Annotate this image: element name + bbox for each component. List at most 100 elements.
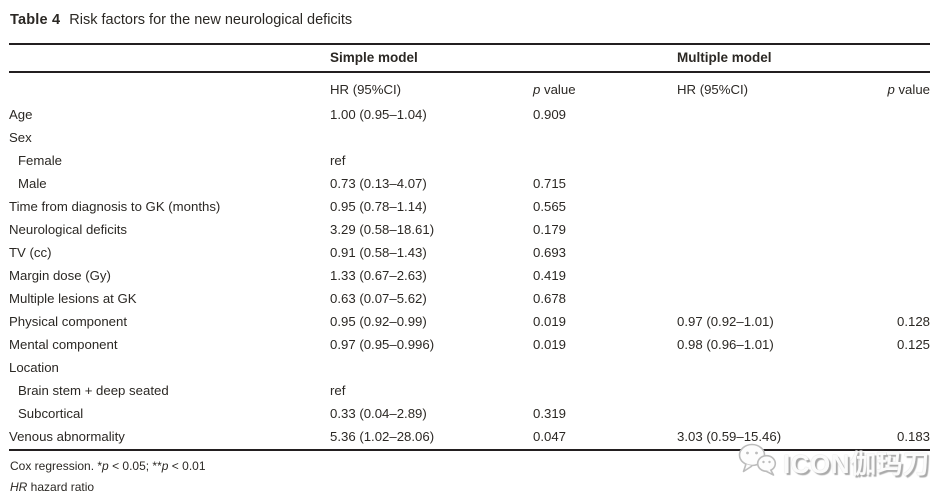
row-label: Multiple lesions at GK (9, 291, 137, 306)
simple-hr-header: HR (95%CI) (330, 82, 402, 97)
multiple-p-value: 0.125 (896, 337, 930, 352)
mid-rule (9, 71, 930, 73)
multiple-p-value (810, 126, 930, 149)
simple-p-value: 0.909 (533, 107, 567, 122)
row-label: TV (cc) (9, 245, 52, 260)
multiple-hr-value (677, 241, 810, 264)
table-row-time-from-diagnosis: Time from diagnosis to GK (months) 0.95 … (9, 195, 930, 218)
simple-hr-value: ref (330, 383, 346, 398)
footnote-hr-italic: HR (10, 480, 28, 494)
multiple-p-value (810, 264, 930, 287)
multiple-p-value (810, 379, 930, 402)
multiple-p-value: 0.183 (896, 429, 930, 444)
table-row-location: Location (9, 356, 930, 379)
table-row-male: Male 0.73 (0.13–4.07) 0.715 (9, 172, 930, 195)
bottom-rule (9, 449, 930, 451)
simple-p-value: 0.565 (533, 199, 567, 214)
multiple-p-header: p value (810, 76, 930, 104)
footnote-text: < 0.01 (168, 459, 206, 473)
multiple-p-value (810, 241, 930, 264)
simple-p-value (533, 126, 677, 149)
multiple-hr-value (677, 287, 810, 310)
table-row-margin-dose: Margin dose (Gy) 1.33 (0.67–2.63) 0.419 (9, 264, 930, 287)
simple-hr-value: ref (330, 153, 346, 168)
row-label: Location (9, 360, 59, 375)
simple-hr-value (330, 126, 533, 149)
empty-cell (533, 44, 677, 71)
table-row-subcortical: Subcortical 0.33 (0.04–2.89) 0.319 (9, 402, 930, 425)
footnote-hr-definition: HR hazard ratio (10, 478, 94, 497)
simple-p-value: 0.715 (533, 176, 567, 191)
multiple-hr-value (677, 402, 810, 425)
simple-hr-value: 0.63 (0.07–5.62) (330, 291, 427, 306)
simple-p-value: 0.693 (533, 245, 567, 260)
table-row-venous-abnormality: Venous abnormality 5.36 (1.02–28.06) 0.0… (9, 425, 930, 448)
footnote-text: Cox regression. * (10, 459, 103, 473)
simple-hr-value: 1.00 (0.95–1.04) (330, 107, 427, 122)
simple-p-value (533, 379, 677, 402)
top-rule (9, 43, 930, 45)
multiple-p-value (810, 356, 930, 379)
multiple-hr-value: 3.03 (0.59–15.46) (677, 429, 782, 444)
table-row-multiple-lesions: Multiple lesions at GK 0.63 (0.07–5.62) … (9, 287, 930, 310)
footnote-text: hazard ratio (27, 480, 95, 494)
multiple-p-value (810, 287, 930, 310)
multiple-p-value (810, 103, 930, 126)
simple-hr-value: 5.36 (1.02–28.06) (330, 429, 435, 444)
row-label: Subcortical (18, 406, 84, 421)
multiple-hr-value (677, 172, 810, 195)
multiple-hr-value (677, 356, 810, 379)
table-row-age: Age 1.00 (0.95–1.04) 0.909 (9, 103, 930, 126)
simple-hr-value: 0.95 (0.78–1.14) (330, 199, 427, 214)
multiple-p-value: 0.128 (896, 314, 930, 329)
row-label: Margin dose (Gy) (9, 268, 111, 283)
simple-hr-value: 0.97 (0.95–0.996) (330, 337, 435, 352)
empty-cell (9, 44, 330, 71)
row-label: Sex (9, 130, 32, 145)
multiple-hr-value (677, 103, 810, 126)
footnote-p-italic: p (161, 459, 169, 473)
multiple-model-header: Multiple model (677, 50, 772, 65)
row-label: Mental component (9, 337, 118, 352)
row-label: Time from diagnosis to GK (months) (9, 199, 221, 214)
table-caption-text: Risk factors for the new neurological de… (69, 12, 353, 28)
simple-p-value: 0.019 (533, 314, 567, 329)
row-label: Brain stem + deep seated (18, 383, 169, 398)
simple-hr-value: 0.91 (0.58–1.43) (330, 245, 427, 260)
simple-model-header: Simple model (330, 50, 418, 65)
table-row-neurological-deficits: Neurological deficits 3.29 (0.58–18.61) … (9, 218, 930, 241)
multiple-hr-value (677, 264, 810, 287)
row-label: Male (18, 176, 47, 191)
multiple-hr-value: 0.98 (0.96–1.01) (677, 337, 774, 352)
row-label: Venous abnormality (9, 429, 125, 444)
multiple-p-value (810, 218, 930, 241)
table-row-sex: Sex (9, 126, 930, 149)
simple-p-value (533, 356, 677, 379)
simple-p-value: 0.319 (533, 406, 567, 421)
multiple-hr-value (677, 218, 810, 241)
p-rest: value (894, 82, 930, 97)
multiple-p-value (810, 402, 930, 425)
table-row-brain-stem-deep-seated: Brain stem + deep seated ref (9, 379, 930, 402)
footnote-p-italic: p (102, 459, 109, 473)
footnote-cox-regression: Cox regression. *p < 0.05; **p < 0.01 (10, 457, 206, 476)
p-italic: p (887, 82, 895, 97)
multiple-p-value (810, 195, 930, 218)
footnote-text: < 0.05; ** (108, 459, 162, 473)
table-number: Table 4 (10, 12, 61, 28)
simple-hr-value: 1.33 (0.67–2.63) (330, 268, 427, 283)
simple-hr-value: 0.95 (0.92–0.99) (330, 314, 427, 329)
multiple-hr-value (677, 379, 810, 402)
simple-hr-value: 0.73 (0.13–4.07) (330, 176, 427, 191)
simple-hr-value: 3.29 (0.58–18.61) (330, 222, 435, 237)
group-header-row: Simple model Multiple model (9, 44, 930, 71)
table-row-physical-component: Physical component 0.95 (0.92–0.99) 0.01… (9, 310, 930, 333)
simple-p-value: 0.419 (533, 268, 567, 283)
simple-p-value: 0.047 (533, 429, 567, 444)
simple-p-header: p value (533, 76, 677, 104)
table-row-female: Female ref (9, 149, 930, 172)
table-caption: Table 4 Risk factors for the new neurolog… (10, 12, 352, 28)
empty-cell (810, 44, 930, 71)
simple-p-value: 0.179 (533, 222, 567, 237)
